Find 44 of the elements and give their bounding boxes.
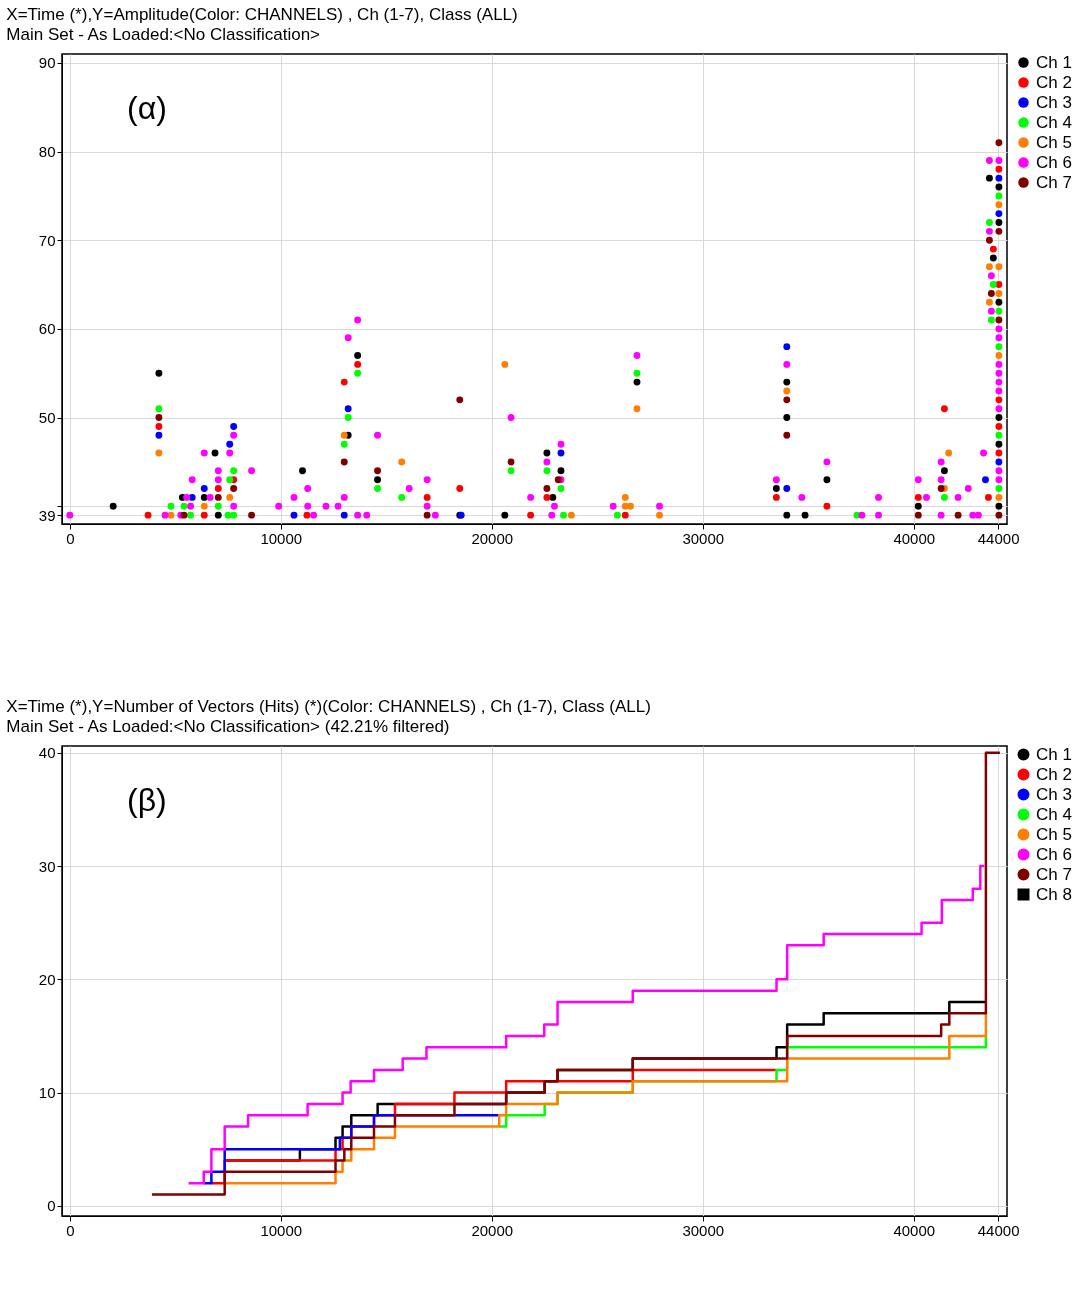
annotation: (α): [127, 90, 167, 126]
x-tick-label: 30000: [682, 529, 725, 547]
y-tick-label: 30: [38, 857, 56, 875]
x-tick-label: 40000: [893, 529, 936, 547]
y-tick-label: 10: [38, 1084, 56, 1102]
x-tick-label: 0: [66, 1221, 75, 1239]
y-tick-label: 90: [38, 54, 56, 72]
legend-label: Ch 2: [1036, 72, 1072, 92]
legend-label: Ch 8: [1036, 884, 1072, 904]
legend-label: Ch 4: [1036, 804, 1072, 824]
y-tick-label: 20: [38, 970, 56, 988]
legend-label: Ch 2: [1036, 764, 1072, 784]
x-tick-label: 30000: [682, 1221, 725, 1239]
chart-title: X=Time (*),Y=Amplitude(Color: CHANNELS) , Ch (1-7), Class (ALL): [6, 5, 518, 24]
x-tick-label: 20000: [471, 1221, 514, 1239]
x-tick-label: 10000: [260, 529, 303, 547]
legend-label: Ch 7: [1036, 172, 1072, 192]
y-tick-label: 50: [38, 409, 56, 427]
x-tick-label: 10000: [260, 1221, 303, 1239]
legend-label: Ch 7: [1036, 864, 1072, 884]
y-tick-label: 80: [38, 143, 56, 161]
legend-label: Ch 1: [1036, 744, 1072, 764]
chart-title: X=Time (*),Y=Number of Vectors (Hits) (*)(Color: CHANNELS) , Ch (1-7), Class (ALL): [6, 696, 651, 716]
legend-label: Ch 3: [1036, 92, 1072, 112]
x-tick-label: 20000: [471, 529, 514, 547]
y-tick-label: 39: [38, 506, 56, 524]
legend-label: Ch 5: [1036, 824, 1072, 844]
x-tick-label: 44000: [977, 529, 1020, 547]
legend-label: Ch 6: [1036, 152, 1072, 172]
annotation: (β): [127, 782, 167, 818]
legend-label: Ch 4: [1036, 112, 1072, 132]
y-tick-label: 0: [47, 1197, 56, 1215]
legend-label: Ch 1: [1036, 52, 1072, 72]
legend-label: Ch 3: [1036, 784, 1072, 804]
chart-subtitle: Main Set - As Loaded:<No Classification>: [6, 25, 321, 44]
x-tick-label: 44000: [977, 1221, 1020, 1239]
y-tick-label: 60: [38, 320, 56, 338]
legend-label: Ch 5: [1036, 132, 1072, 152]
x-tick-label: 0: [66, 529, 75, 547]
legend-label: Ch 6: [1036, 844, 1072, 864]
x-tick-label: 40000: [893, 1221, 936, 1239]
y-tick-label: 70: [38, 231, 56, 249]
chart-subtitle: Main Set - As Loaded:<No Classification> (42.21% filtered): [6, 716, 450, 736]
y-tick-label: 40: [38, 744, 56, 762]
